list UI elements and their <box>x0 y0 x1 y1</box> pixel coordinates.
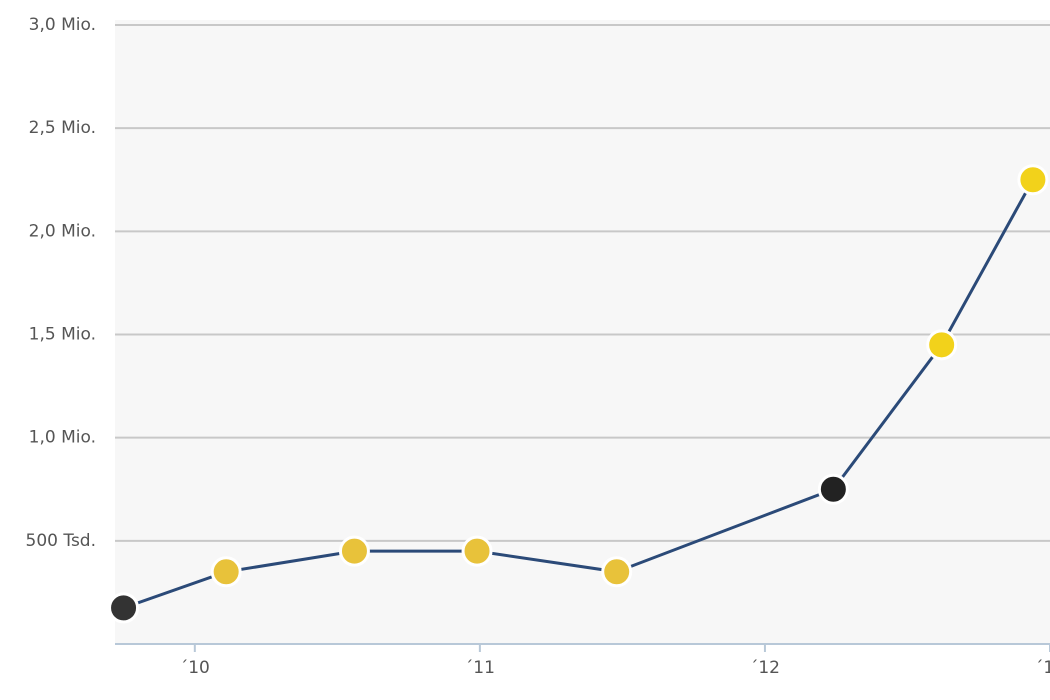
x-tick-label: ´10 <box>180 658 210 678</box>
marker <box>601 556 633 588</box>
plot-area <box>115 20 1050 644</box>
marker <box>817 473 849 505</box>
x-tick-label: ´13 <box>1035 658 1050 678</box>
y-tick-label: 3,0 Mio. <box>29 15 96 35</box>
marker <box>926 329 958 361</box>
y-tick-label: 1,0 Mio. <box>29 428 96 448</box>
x-tick-label: ´12 <box>750 658 780 678</box>
line <box>123 179 1035 610</box>
y-tick-label: 2,0 Mio. <box>29 221 96 241</box>
y-tick-label: 500 Tsd. <box>26 531 96 551</box>
marker <box>338 535 370 567</box>
y-tick-label: 1,5 Mio. <box>29 325 96 345</box>
x-tick-label: ´11 <box>465 658 495 678</box>
marker <box>461 535 493 567</box>
marker <box>108 592 140 624</box>
marker <box>1017 164 1049 196</box>
marker <box>210 556 242 588</box>
y-tick-label: 2,5 Mio. <box>29 118 96 138</box>
